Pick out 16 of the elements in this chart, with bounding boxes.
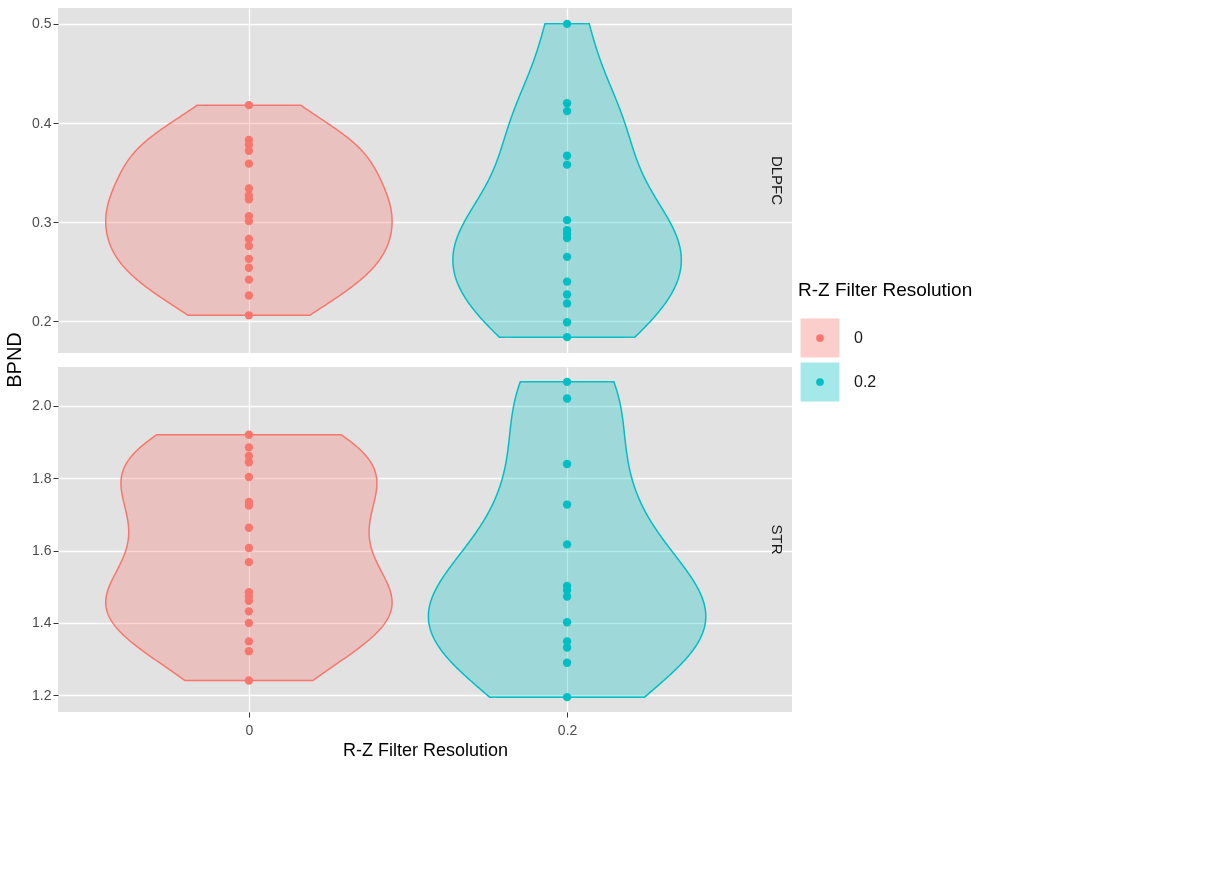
y-tick-label: 2.0 [32,397,52,414]
y-tick-label: 1.4 [32,614,52,631]
y-tick-label: 0.3 [32,213,52,230]
legend-label: 0 [854,329,863,346]
legend-label: 0.2 [854,373,877,390]
y-tick-label: 1.2 [32,686,52,703]
text: DLPFC [768,155,786,206]
y-tick-label: 0.4 [32,114,52,131]
y-tick-label: 0.2 [32,312,52,329]
y-axis-title: BPND [3,332,25,388]
y-tick-label: 1.8 [32,469,52,486]
x-axis-title: R-Z Filter Resolution [342,739,509,760]
text: STR [768,524,786,555]
y-tick-label: 1.6 [32,542,52,559]
legend-title: R-Z Filter Resolution [798,279,973,300]
y-tick-label: 0.5 [32,15,52,32]
